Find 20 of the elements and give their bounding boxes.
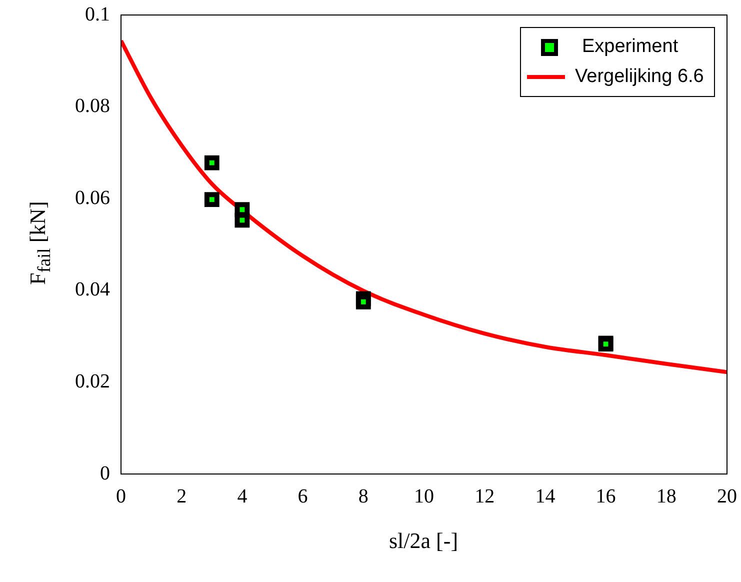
x-axis-title: sl/2a [-]: [388, 528, 460, 554]
legend-label: Experiment: [582, 36, 678, 58]
x-tick-label: 14: [535, 485, 556, 508]
y-tick-label: 0.06: [75, 186, 110, 209]
x-tick-label: 0: [116, 485, 126, 508]
x-tick-label: 20: [717, 485, 737, 508]
y-tick-label: 0: [100, 462, 110, 484]
x-tick-label: 10: [414, 485, 434, 508]
x-tick-label: 18: [656, 485, 676, 508]
legend-label: Vergelijking 6.6: [575, 66, 704, 88]
x-tick-label: 12: [474, 485, 495, 508]
y-tick-label: 0.08: [75, 95, 110, 118]
y-tick-label: 0.02: [75, 370, 110, 392]
x-tick-label: 16: [596, 485, 616, 508]
y-tick-label: 0.1: [85, 3, 110, 26]
x-tick-label: 2: [176, 485, 187, 508]
x-tick-label: 8: [358, 485, 368, 508]
x-tick-label: 4: [237, 485, 248, 508]
y-tick-label: 0.04: [75, 278, 110, 301]
x-tick-label: 6: [298, 485, 308, 508]
